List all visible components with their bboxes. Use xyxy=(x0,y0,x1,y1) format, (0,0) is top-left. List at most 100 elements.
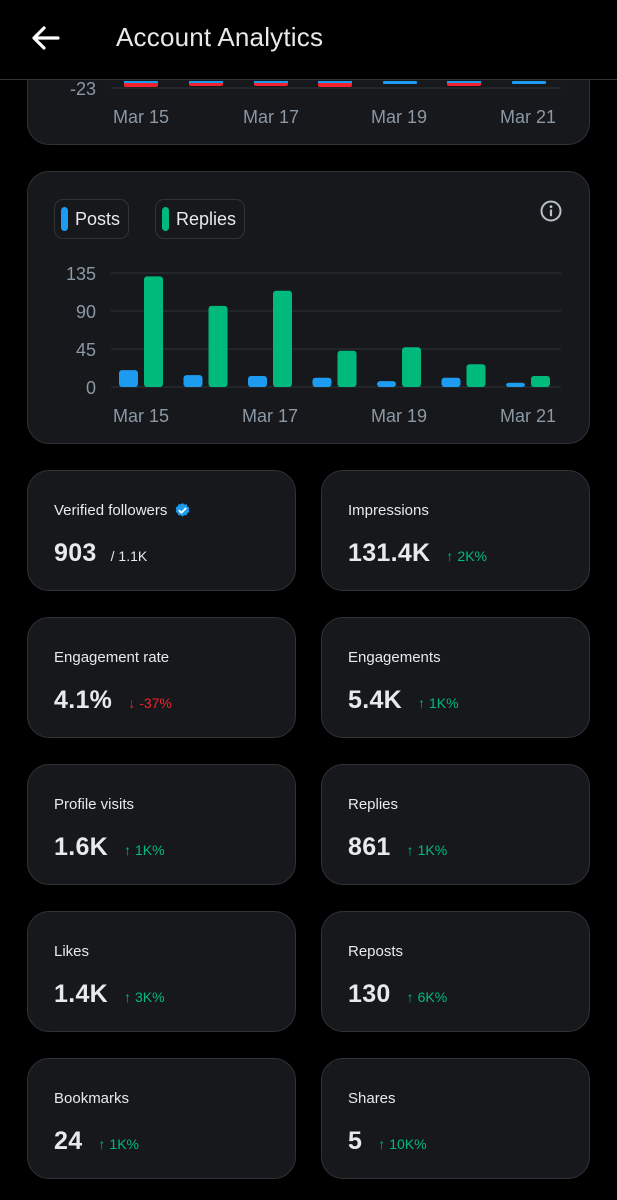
positive-bar xyxy=(124,81,158,83)
stat-value: 5 xyxy=(348,1127,362,1156)
replies-bar-mar-20[interactable] xyxy=(467,364,486,387)
positive-bar xyxy=(383,81,417,84)
stat-label-text: Bookmarks xyxy=(54,1090,129,1107)
stat-delta: ↑ 1K% xyxy=(98,1136,139,1152)
stat-value: 130 xyxy=(348,980,391,1009)
stat-value-row: 5.4K ↑ 1K% xyxy=(348,686,459,715)
stat-delta-value: 1K% xyxy=(418,842,448,858)
stat-delta-value: 1K% xyxy=(429,695,459,711)
stat-value-row: 5 ↑ 10K% xyxy=(348,1127,427,1156)
stat-value-row: 1.4K ↑ 3K% xyxy=(54,980,165,1009)
stat-label-text: Engagement rate xyxy=(54,649,169,666)
stat-value: 861 xyxy=(348,833,391,862)
posts-bar-mar-17[interactable] xyxy=(248,376,267,387)
x-tick-label: Mar 19 xyxy=(371,107,427,127)
x-tick-label: Mar 17 xyxy=(242,406,298,426)
stat-label: Replies xyxy=(348,796,398,813)
stat-label: Reposts xyxy=(348,943,403,960)
stat-card-engagements[interactable]: Engagements 5.4K ↑ 1K% xyxy=(321,617,590,738)
replies-bar-mar-19[interactable] xyxy=(402,347,421,387)
y-tick-label: 135 xyxy=(66,264,96,284)
arrow-up-icon: ↑ xyxy=(407,842,414,858)
stat-label-text: Profile visits xyxy=(54,796,134,813)
stat-label: Shares xyxy=(348,1090,396,1107)
back-arrow-icon[interactable] xyxy=(30,22,62,54)
page-title: Account Analytics xyxy=(116,22,323,53)
stat-value-row: 1.6K ↑ 1K% xyxy=(54,833,165,862)
positive-bar xyxy=(447,81,481,83)
stat-card-bookmarks[interactable]: Bookmarks 24 ↑ 1K% xyxy=(27,1058,296,1179)
top-app-bar: Account Analytics xyxy=(0,0,617,80)
y-tick-label: 90 xyxy=(76,302,96,322)
stat-card-engagement-rate[interactable]: Engagement rate 4.1% ↓ -37% xyxy=(27,617,296,738)
stat-label: Verified followers xyxy=(54,502,191,519)
stat-label: Bookmarks xyxy=(54,1090,129,1107)
posts-bar-mar-19[interactable] xyxy=(377,381,396,387)
positive-bar xyxy=(512,81,546,84)
replies-bar-mar-21[interactable] xyxy=(531,376,550,387)
stat-card-verified-followers[interactable]: Verified followers 903 / 1.1K xyxy=(27,470,296,591)
arrow-up-icon: ↑ xyxy=(98,1136,105,1152)
stat-value-row: 130 ↑ 6K% xyxy=(348,980,447,1009)
x-tick-label: Mar 15 xyxy=(113,107,169,127)
stat-delta: ↑ 1K% xyxy=(418,695,459,711)
stat-value: 1.4K xyxy=(54,980,108,1009)
stat-card-reposts[interactable]: Reposts 130 ↑ 6K% xyxy=(321,911,590,1032)
positive-bar xyxy=(189,81,223,83)
y-tick-label: 0 xyxy=(86,378,96,398)
x-tick-label: Mar 17 xyxy=(243,107,299,127)
stat-value: 903 xyxy=(54,539,97,568)
arrow-up-icon: ↑ xyxy=(407,989,414,1005)
stat-card-likes[interactable]: Likes 1.4K ↑ 3K% xyxy=(27,911,296,1032)
stat-value: 5.4K xyxy=(348,686,402,715)
replies-bar-mar-17[interactable] xyxy=(273,291,292,387)
arrow-up-icon: ↑ xyxy=(418,695,425,711)
arrow-up-icon: ↑ xyxy=(124,989,131,1005)
stat-label-text: Shares xyxy=(348,1090,396,1107)
stat-delta-value: -37% xyxy=(139,695,172,711)
stat-delta-value: 6K% xyxy=(418,989,448,1005)
stat-delta-value: 2K% xyxy=(457,548,487,564)
stat-value-row: 131.4K ↑ 2K% xyxy=(348,539,487,568)
stat-label-text: Impressions xyxy=(348,502,429,519)
stat-delta-value: 1K% xyxy=(109,1136,139,1152)
stat-delta: ↑ 10K% xyxy=(378,1136,426,1152)
stat-delta-value: 3K% xyxy=(135,989,165,1005)
net-followers-bars xyxy=(124,81,546,87)
stat-card-replies[interactable]: Replies 861 ↑ 1K% xyxy=(321,764,590,885)
x-tick-label: Mar 21 xyxy=(500,406,556,426)
positive-bar xyxy=(318,81,352,83)
x-tick-label: Mar 21 xyxy=(500,107,556,127)
stat-delta: ↑ 3K% xyxy=(124,989,165,1005)
posts-bar-mar-21[interactable] xyxy=(506,383,525,387)
stat-label: Impressions xyxy=(348,502,429,519)
stat-label: Engagements xyxy=(348,649,441,666)
replies-bar-mar-15[interactable] xyxy=(144,276,163,387)
stat-value: 24 xyxy=(54,1127,82,1156)
stat-delta-value: 10K% xyxy=(389,1136,426,1152)
replies-bar-mar-16[interactable] xyxy=(209,306,228,387)
stat-label: Likes xyxy=(54,943,89,960)
stat-card-impressions[interactable]: Impressions 131.4K ↑ 2K% xyxy=(321,470,590,591)
stat-card-profile-visits[interactable]: Profile visits 1.6K ↑ 1K% xyxy=(27,764,296,885)
stat-value: 131.4K xyxy=(348,539,430,568)
replies-bar-mar-18[interactable] xyxy=(338,351,357,387)
stat-card-shares[interactable]: Shares 5 ↑ 10K% xyxy=(321,1058,590,1179)
posts-bar-mar-16[interactable] xyxy=(184,375,203,387)
posts-bar-mar-18[interactable] xyxy=(313,378,332,387)
arrow-up-icon: ↑ xyxy=(378,1136,385,1152)
stat-delta: ↑ 2K% xyxy=(446,548,487,564)
stat-label-text: Reposts xyxy=(348,943,403,960)
stat-label: Profile visits xyxy=(54,796,134,813)
arrow-down-icon: ↓ xyxy=(128,695,135,711)
posts-replies-bar-chart: 13590450Mar 15 Mar 17 Mar 19 Mar 21 xyxy=(28,172,591,445)
stat-value-row: 861 ↑ 1K% xyxy=(348,833,447,862)
positive-bar xyxy=(254,81,288,83)
posts-bar-mar-15[interactable] xyxy=(119,370,138,387)
stat-label-text: Verified followers xyxy=(54,502,167,519)
stat-value-row: 4.1% ↓ -37% xyxy=(54,686,172,715)
stat-value: 1.6K xyxy=(54,833,108,862)
posts-bar-mar-20[interactable] xyxy=(442,378,461,387)
stat-label-text: Replies xyxy=(348,796,398,813)
stat-label-text: Engagements xyxy=(348,649,441,666)
